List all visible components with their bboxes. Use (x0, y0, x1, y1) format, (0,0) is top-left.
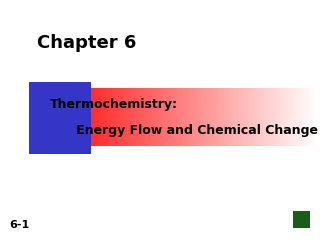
Text: Thermochemistry:: Thermochemistry: (50, 98, 178, 111)
Text: Energy Flow and Chemical Change: Energy Flow and Chemical Change (50, 124, 318, 137)
Text: 6-1: 6-1 (10, 220, 30, 230)
Text: Chapter 6: Chapter 6 (37, 34, 136, 52)
Bar (293, 211, 310, 228)
Bar (29, 82, 91, 154)
